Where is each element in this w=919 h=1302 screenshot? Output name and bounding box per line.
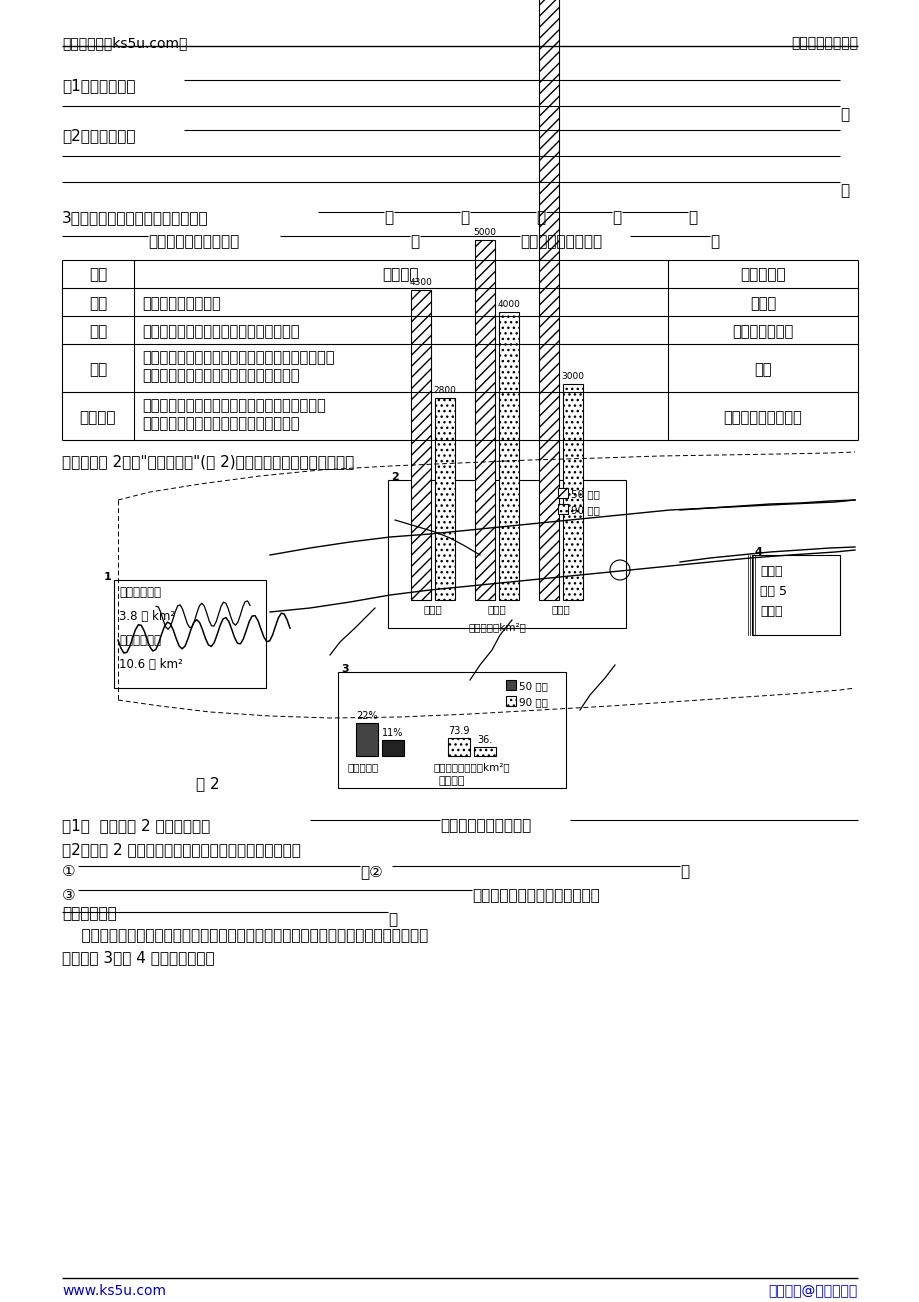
- Text: 10.6 万 km²: 10.6 万 km²: [119, 658, 183, 671]
- Text: 中下游: 中下游: [749, 296, 776, 311]
- Bar: [435, 398, 455, 600]
- Text: （1）  图中资料 2 反映的问题是: （1） 图中资料 2 反映的问题是: [62, 818, 210, 833]
- Bar: [381, 740, 403, 756]
- Text: 水土流失面积: 水土流失面积: [119, 634, 161, 647]
- Text: 森林覆盖率: 森林覆盖率: [347, 762, 379, 772]
- Text: 流域的开发对区域发展有重要意义，美国对田纳西河的开发与治理就是一个较成功的范: 流域的开发对区域发展有重要意义，美国对田纳西河的开发与治理就是一个较成功的范: [62, 928, 427, 943]
- Text: 湖北省: 湖北省: [551, 604, 570, 615]
- Bar: [474, 240, 494, 600]
- Text: 长江流域: 长江流域: [438, 776, 465, 786]
- Text: 华中、华东地区: 华中、华东地区: [732, 324, 793, 339]
- Text: 发电: 发电: [89, 324, 107, 339]
- Text: 50 年代: 50 年代: [571, 490, 599, 499]
- Text: 3、长江三峡水利枢纽工程的意义：: 3、长江三峡水利枢纽工程的意义：: [62, 210, 209, 225]
- Text: 调节洪峰、拦蓄洪水: 调节洪峰、拦蓄洪水: [142, 296, 221, 311]
- Text: 73.9: 73.9: [448, 727, 470, 736]
- Text: 南水北调中线调水以及: 南水北调中线调水以及: [148, 234, 239, 249]
- Text: 航运: 航运: [89, 362, 107, 378]
- Bar: [498, 312, 518, 600]
- Text: 4: 4: [754, 547, 762, 557]
- Text: 亿多吨: 亿多吨: [759, 605, 782, 618]
- Text: www.ks5u.com: www.ks5u.com: [62, 1284, 165, 1298]
- Text: 南水北调中线调水、库区水产养殖和旅游: 南水北调中线调水、库区水产养殖和旅游: [142, 417, 300, 431]
- Text: 中下游地区、库区等: 中下游地区、库区等: [723, 410, 801, 424]
- Text: 三峡水库可以加深、加宽上游航道，使水流趋缓，: 三峡水库可以加深、加宽上游航道，使水流趋缓，: [142, 350, 335, 365]
- Text: 4300: 4300: [409, 279, 432, 288]
- Text: 、: 、: [383, 210, 392, 225]
- Bar: [505, 680, 516, 690]
- Text: （1）自然原因：: （1）自然原因：: [62, 78, 135, 92]
- Text: ，该问题可能引起的严重后果是: ，该问题可能引起的严重后果是: [471, 888, 599, 904]
- Bar: [562, 384, 583, 600]
- Text: 量达 5: 量达 5: [759, 585, 786, 598]
- Text: ，: ，: [679, 865, 688, 879]
- Text: 水土流失面积（万km²）: 水土流失面积（万km²）: [434, 762, 510, 772]
- Bar: [114, 579, 266, 687]
- Text: 2800: 2800: [433, 387, 456, 396]
- Text: 上游: 上游: [754, 362, 771, 378]
- Text: 草场退化面积: 草场退化面积: [119, 586, 161, 599]
- Text: 年输沙: 年输沙: [759, 565, 782, 578]
- Bar: [448, 738, 470, 756]
- Text: （2）人为原因：: （2）人为原因：: [62, 128, 135, 143]
- Text: 【课堂训练】: 【课堂训练】: [62, 906, 117, 921]
- Text: 高考资源网（ks5u.com）: 高考资源网（ks5u.com）: [62, 36, 187, 49]
- Text: 、: 、: [687, 210, 697, 225]
- Text: ，②: ，②: [359, 865, 382, 879]
- Text: 22%: 22%: [356, 711, 378, 721]
- Text: ③: ③: [62, 888, 75, 904]
- Text: 洞庭湖: 洞庭湖: [423, 604, 442, 615]
- Bar: [558, 488, 567, 497]
- Bar: [337, 672, 565, 788]
- Bar: [473, 747, 495, 756]
- Text: 等，其中首要功能是: 等，其中首要功能是: [519, 234, 601, 249]
- Text: ，该问题产生的原因是: ，该问题产生的原因是: [439, 818, 530, 833]
- Text: 3000: 3000: [561, 372, 584, 381]
- Text: 改善川江航运条件，促进东西部物资交流: 改善川江航运条件，促进东西部物资交流: [142, 368, 300, 383]
- Text: （2）资料 2 所反映的长江含沙量大的问题，其原因是：: （2）资料 2 所反映的长江含沙量大的问题，其原因是：: [62, 842, 301, 857]
- Text: 效益: 效益: [89, 267, 107, 283]
- Text: 3.8 万 km²: 3.8 万 km²: [119, 611, 175, 622]
- Text: 5000: 5000: [473, 228, 496, 237]
- Text: 、: 、: [410, 234, 419, 249]
- Text: 。: 。: [839, 107, 848, 122]
- Bar: [356, 723, 378, 756]
- Bar: [388, 480, 625, 628]
- Text: 作用过程: 作用过程: [382, 267, 419, 283]
- Text: 防洪: 防洪: [89, 296, 107, 311]
- Text: 4000: 4000: [497, 299, 520, 309]
- Text: 供水养殖: 供水养殖: [80, 410, 116, 424]
- Text: 主要受益区: 主要受益区: [740, 267, 785, 283]
- Text: 、: 、: [611, 210, 620, 225]
- Bar: [505, 697, 516, 706]
- Text: 三峡工程的兴建在中下游城市供水和农业灌溉、: 三峡工程的兴建在中下游城市供水和农业灌溉、: [142, 398, 325, 413]
- Text: 。: 。: [388, 911, 397, 927]
- Text: 90 年代: 90 年代: [518, 697, 548, 707]
- Bar: [411, 290, 430, 600]
- Text: 90 年代: 90 年代: [571, 505, 599, 516]
- Text: 、: 、: [536, 210, 545, 225]
- Text: 50 年代: 50 年代: [518, 681, 548, 691]
- Text: 。: 。: [709, 234, 719, 249]
- Bar: [751, 555, 839, 635]
- Text: 湖泊面积（km²）: 湖泊面积（km²）: [468, 622, 526, 631]
- Text: 36.: 36.: [477, 736, 492, 745]
- Text: 您身边的高考专家: 您身边的高考专家: [790, 36, 857, 49]
- Text: 缓解华中、华东地区能源供应的紧张状况: 缓解华中、华东地区能源供应的紧张状况: [142, 324, 300, 339]
- Text: 、: 、: [460, 210, 469, 225]
- Text: 【经典例题 2】读"长江水系图"(图 2)及相关资料，完成下列问题。: 【经典例题 2】读"长江水系图"(图 2)及相关资料，完成下列问题。: [62, 454, 354, 469]
- Text: 。: 。: [839, 184, 848, 198]
- Text: 鄱阳湖: 鄱阳湖: [487, 604, 505, 615]
- Text: ①: ①: [62, 865, 75, 879]
- Bar: [558, 504, 567, 514]
- Text: 版权所有@高考资源网: 版权所有@高考资源网: [768, 1284, 857, 1298]
- Text: 1: 1: [104, 572, 111, 582]
- Text: 2: 2: [391, 473, 398, 482]
- Bar: [539, 0, 559, 600]
- Text: 11%: 11%: [382, 728, 403, 737]
- Text: 例。读图 3、图 4 回答下列问题。: 例。读图 3、图 4 回答下列问题。: [62, 950, 214, 965]
- Text: 3: 3: [341, 664, 348, 674]
- Text: 图 2: 图 2: [196, 776, 220, 792]
